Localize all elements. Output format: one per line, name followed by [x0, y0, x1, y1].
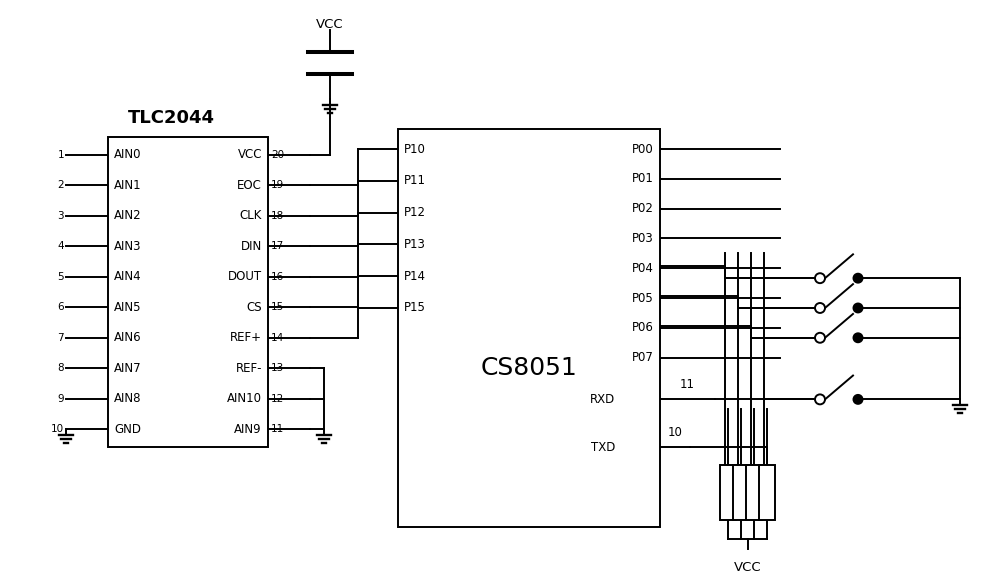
Text: VCC: VCC — [734, 561, 761, 574]
Text: AIN9: AIN9 — [234, 423, 262, 436]
Text: 16: 16 — [271, 272, 284, 282]
Text: DOUT: DOUT — [228, 271, 262, 283]
Text: P02: P02 — [632, 202, 654, 215]
Text: 19: 19 — [271, 181, 284, 190]
Bar — [733, 465, 749, 520]
Text: 18: 18 — [271, 211, 284, 221]
Text: P10: P10 — [404, 143, 426, 156]
Text: 8: 8 — [57, 364, 64, 373]
Text: GND: GND — [114, 423, 141, 436]
Text: P03: P03 — [632, 232, 654, 245]
Text: VCC: VCC — [238, 148, 262, 162]
Circle shape — [854, 273, 862, 283]
Text: 11: 11 — [680, 379, 695, 391]
Circle shape — [815, 273, 825, 283]
Text: P11: P11 — [404, 174, 426, 188]
Text: EOC: EOC — [237, 179, 262, 192]
Text: AIN10: AIN10 — [227, 392, 262, 405]
Text: 6: 6 — [57, 302, 64, 312]
Text: P00: P00 — [632, 143, 654, 156]
Text: 20: 20 — [271, 150, 284, 160]
Text: AIN5: AIN5 — [114, 301, 142, 314]
Text: RXD: RXD — [590, 393, 615, 406]
Circle shape — [815, 395, 825, 404]
Text: 3: 3 — [57, 211, 64, 221]
Text: 1: 1 — [57, 150, 64, 160]
Text: CLK: CLK — [240, 209, 262, 222]
Text: P13: P13 — [404, 238, 426, 251]
Text: P14: P14 — [404, 269, 426, 283]
Bar — [720, 465, 736, 520]
Text: 17: 17 — [271, 241, 284, 252]
Text: 11: 11 — [271, 424, 284, 434]
Text: AIN7: AIN7 — [114, 362, 142, 374]
Bar — [398, 129, 660, 527]
Text: 5: 5 — [57, 272, 64, 282]
Text: AIN3: AIN3 — [114, 240, 142, 253]
Text: CS: CS — [246, 301, 262, 314]
Text: DIN: DIN — [241, 240, 262, 253]
Circle shape — [815, 303, 825, 313]
Text: AIN1: AIN1 — [114, 179, 142, 192]
Text: P12: P12 — [404, 206, 426, 219]
Text: 4: 4 — [57, 241, 64, 252]
Circle shape — [854, 334, 862, 342]
Text: 2: 2 — [57, 181, 64, 190]
Text: 12: 12 — [271, 394, 284, 404]
Text: AIN6: AIN6 — [114, 331, 142, 344]
Circle shape — [815, 333, 825, 343]
Text: P04: P04 — [632, 262, 654, 275]
Bar — [108, 137, 268, 447]
Text: 7: 7 — [57, 333, 64, 343]
Bar — [759, 465, 775, 520]
Text: AIN0: AIN0 — [114, 148, 142, 162]
Text: P07: P07 — [632, 351, 654, 364]
Text: 10: 10 — [51, 424, 64, 434]
Text: 10: 10 — [668, 426, 682, 439]
Text: 14: 14 — [271, 333, 284, 343]
Text: REF+: REF+ — [230, 331, 262, 344]
Text: REF-: REF- — [236, 362, 262, 374]
Text: P05: P05 — [632, 291, 654, 305]
Text: AIN8: AIN8 — [114, 392, 142, 405]
Text: TXD: TXD — [591, 441, 615, 454]
Text: 15: 15 — [271, 302, 284, 312]
Text: P15: P15 — [404, 301, 426, 314]
Bar — [746, 465, 762, 520]
Text: AIN4: AIN4 — [114, 271, 142, 283]
Text: P01: P01 — [632, 173, 654, 185]
Circle shape — [854, 304, 862, 313]
Text: VCC: VCC — [316, 18, 344, 31]
Text: 13: 13 — [271, 364, 284, 373]
Circle shape — [854, 395, 862, 404]
Text: P06: P06 — [632, 321, 654, 334]
Text: TLC2044: TLC2044 — [128, 109, 215, 127]
Text: CS8051: CS8051 — [481, 355, 577, 380]
Text: AIN2: AIN2 — [114, 209, 142, 222]
Text: 9: 9 — [57, 394, 64, 404]
